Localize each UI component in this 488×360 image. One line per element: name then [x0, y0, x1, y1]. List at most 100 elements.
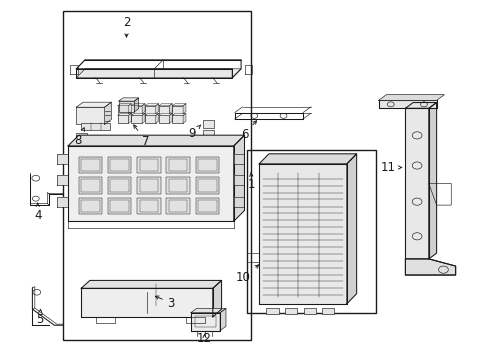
Polygon shape — [119, 98, 139, 101]
Polygon shape — [220, 309, 225, 330]
Bar — [378, 100, 436, 108]
Polygon shape — [76, 69, 232, 78]
Bar — [81, 288, 212, 317]
Bar — [190, 313, 220, 330]
Polygon shape — [142, 104, 145, 114]
Bar — [119, 101, 134, 112]
Bar — [259, 164, 346, 304]
Bar — [198, 179, 216, 192]
Polygon shape — [128, 113, 131, 123]
Polygon shape — [169, 113, 172, 123]
Bar — [137, 157, 160, 173]
Polygon shape — [233, 175, 244, 185]
Bar — [166, 157, 189, 173]
Bar — [131, 116, 142, 123]
Polygon shape — [405, 259, 455, 275]
Bar — [81, 288, 212, 317]
Bar — [110, 159, 129, 171]
Bar — [79, 177, 102, 194]
Polygon shape — [172, 104, 185, 106]
Polygon shape — [346, 154, 356, 304]
Bar — [145, 106, 156, 114]
Polygon shape — [233, 135, 244, 221]
Bar — [168, 179, 187, 192]
Polygon shape — [118, 113, 131, 116]
Polygon shape — [405, 103, 436, 108]
Polygon shape — [76, 69, 241, 78]
Polygon shape — [57, 197, 68, 207]
Polygon shape — [57, 154, 68, 164]
Polygon shape — [172, 113, 185, 116]
Polygon shape — [233, 154, 244, 164]
Bar — [203, 120, 213, 128]
Bar — [405, 108, 428, 259]
Bar — [203, 130, 213, 138]
Bar — [81, 159, 100, 171]
Bar — [166, 198, 189, 214]
Polygon shape — [131, 113, 145, 116]
Polygon shape — [68, 135, 244, 146]
Text: 6: 6 — [240, 121, 256, 141]
Bar — [158, 116, 169, 123]
Polygon shape — [183, 104, 185, 114]
Polygon shape — [158, 104, 172, 106]
Bar — [158, 106, 169, 114]
Bar — [195, 157, 219, 173]
Bar — [81, 179, 100, 192]
Text: 2: 2 — [122, 16, 130, 37]
Bar — [198, 200, 216, 212]
Bar — [108, 157, 131, 173]
Bar — [322, 308, 333, 315]
Bar — [303, 308, 315, 315]
Polygon shape — [57, 175, 68, 185]
Polygon shape — [233, 197, 244, 207]
Polygon shape — [104, 102, 111, 125]
Polygon shape — [169, 104, 172, 114]
Polygon shape — [76, 102, 111, 107]
Bar — [76, 134, 87, 141]
Polygon shape — [259, 154, 356, 164]
Bar — [246, 149, 375, 313]
Bar — [195, 177, 219, 194]
Bar — [140, 200, 158, 212]
Bar — [137, 198, 160, 214]
Text: 5: 5 — [36, 309, 43, 326]
Bar — [79, 198, 102, 214]
Text: 7: 7 — [133, 125, 149, 148]
Bar — [378, 100, 436, 108]
Bar — [108, 177, 131, 194]
Bar — [68, 146, 233, 221]
Text: 1: 1 — [247, 172, 255, 191]
Polygon shape — [378, 95, 444, 100]
Bar — [172, 116, 183, 123]
Bar — [110, 179, 129, 192]
Bar — [140, 159, 158, 171]
Polygon shape — [128, 104, 131, 114]
Polygon shape — [190, 309, 225, 313]
Polygon shape — [428, 103, 436, 259]
Polygon shape — [142, 113, 145, 123]
Bar — [190, 313, 220, 330]
Bar — [285, 308, 297, 315]
Bar — [166, 177, 189, 194]
Bar — [140, 179, 158, 192]
Bar — [81, 123, 110, 130]
Polygon shape — [156, 113, 158, 123]
Bar — [168, 159, 187, 171]
Polygon shape — [145, 113, 158, 116]
Bar — [118, 116, 128, 123]
Polygon shape — [145, 104, 158, 106]
Bar — [118, 106, 128, 114]
Bar — [137, 177, 160, 194]
Text: 3: 3 — [155, 296, 175, 310]
Bar — [259, 164, 346, 304]
Text: 11: 11 — [380, 161, 401, 174]
Bar — [145, 116, 156, 123]
Polygon shape — [134, 98, 139, 112]
Polygon shape — [81, 280, 221, 288]
Bar — [108, 198, 131, 214]
Text: 10: 10 — [236, 265, 258, 284]
Text: 12: 12 — [197, 332, 212, 345]
Bar — [405, 108, 428, 259]
Bar — [131, 106, 142, 114]
